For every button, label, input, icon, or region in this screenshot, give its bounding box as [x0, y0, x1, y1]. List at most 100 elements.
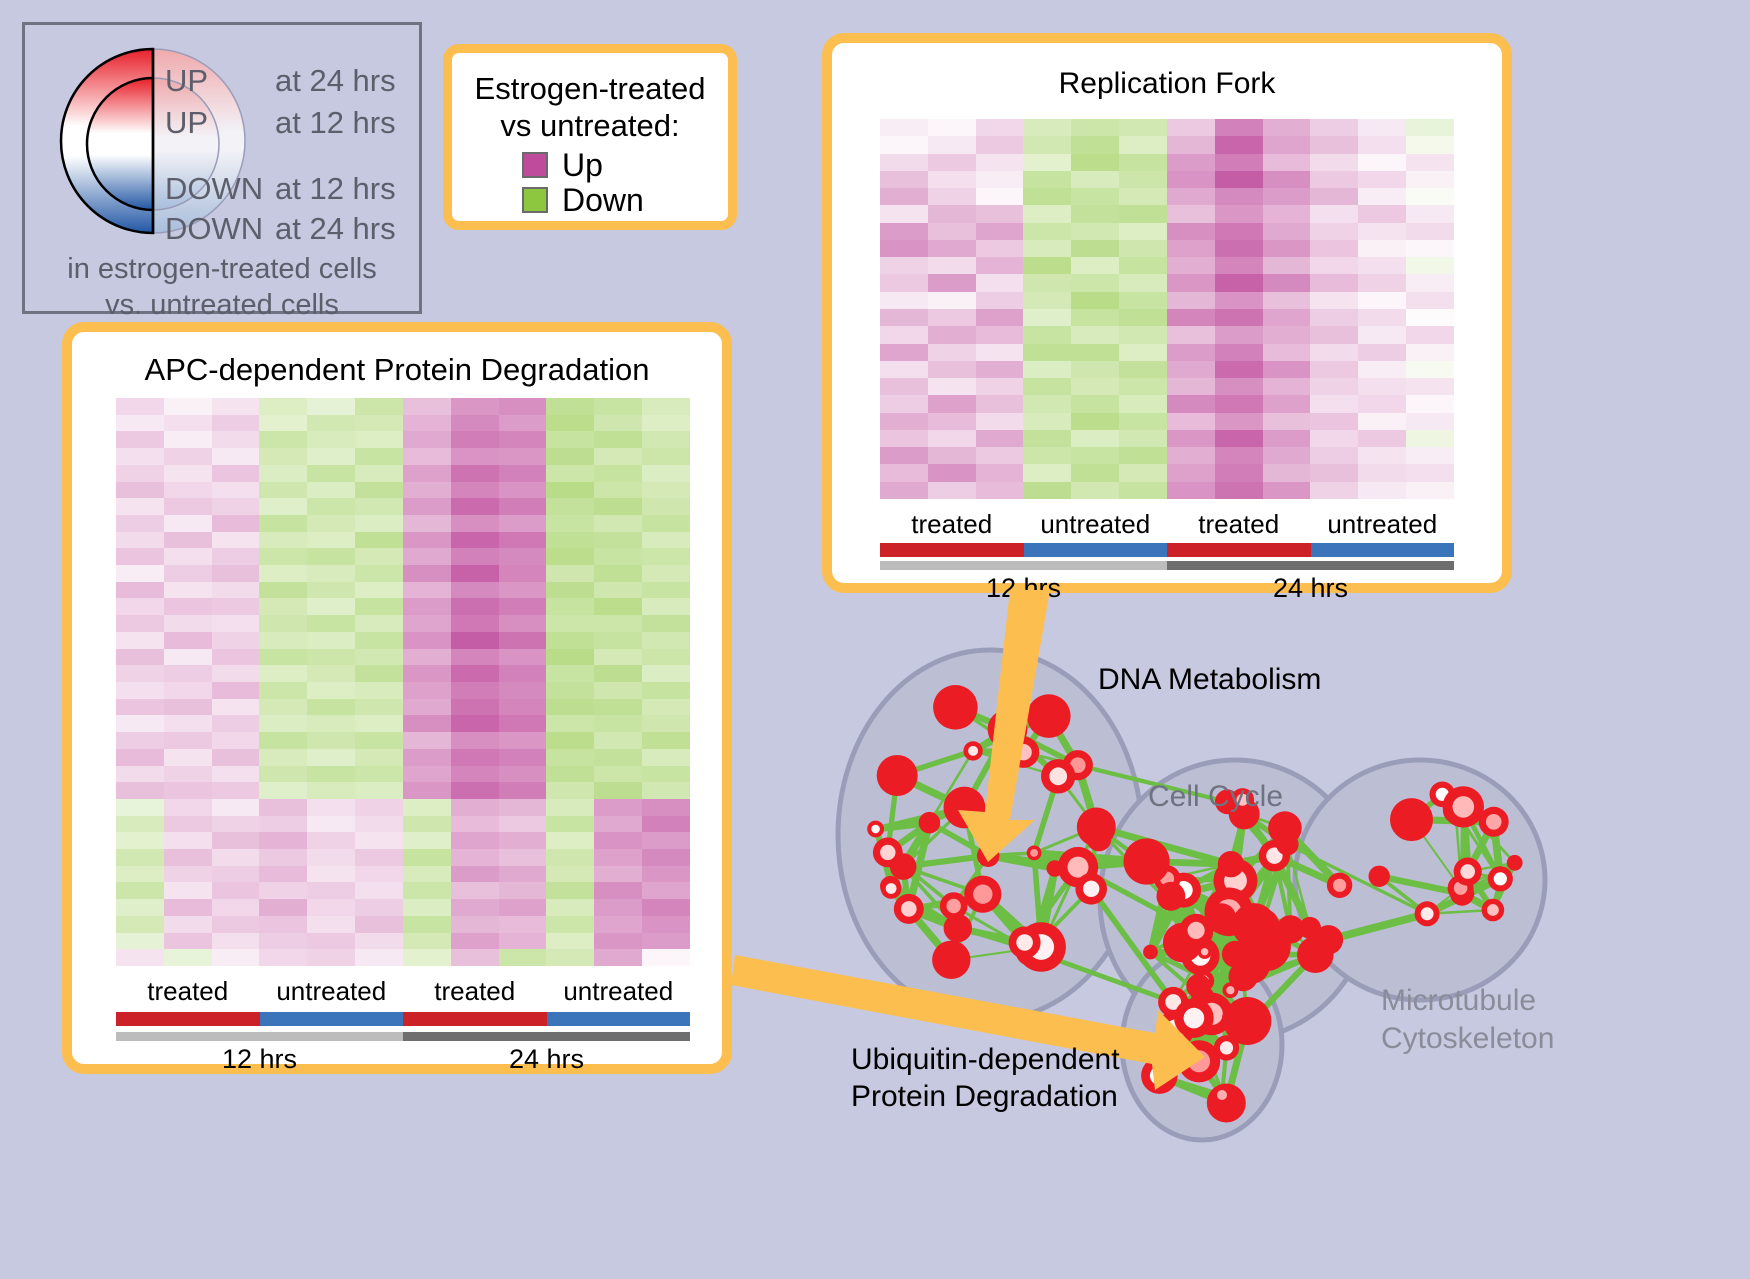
heatmap-cell [259, 414, 308, 432]
network-node [1326, 872, 1353, 898]
heatmap-cell [546, 698, 595, 716]
key-time-label: at 12 hrs [275, 171, 396, 206]
up-down-circle-icon [59, 47, 246, 235]
heatmap-cell [116, 464, 164, 482]
cluster-label-dna-metabolism: DNA Metabolism [1098, 663, 1322, 696]
heatmap-cell [642, 398, 690, 415]
heatmap-cell [594, 815, 643, 833]
cluster-label-protein-degradation: Protein Degradation [851, 1079, 1118, 1113]
heatmap-cell [498, 732, 547, 749]
heatmap-cell [1214, 188, 1263, 206]
heatmap-cell [1358, 464, 1407, 482]
heatmap-cell [402, 565, 451, 582]
heatmap-cell [259, 798, 308, 816]
key-row-down-24: DOWN at 24 hrs [165, 211, 396, 247]
sample-label: untreated [1040, 509, 1151, 539]
heatmap-cell [1071, 429, 1120, 448]
heatmap-cell [880, 429, 928, 448]
heatmap-cell [1023, 481, 1072, 499]
heatmap-cell [498, 414, 547, 432]
key-state-label: UP [165, 105, 209, 140]
heatmap-cell [1119, 257, 1167, 275]
heatmap-cell [546, 915, 595, 933]
heatmap-cell [594, 464, 643, 482]
heatmap-cell [498, 648, 547, 666]
time-label-row: 12 hrs 24 hrs [116, 1044, 690, 1075]
heatmap-cell [116, 915, 164, 933]
network-node [1230, 788, 1255, 812]
heatmap-cell [355, 698, 403, 716]
heatmap-cell [1262, 481, 1311, 499]
heatmap-cell [546, 815, 595, 833]
heatmap-cell [116, 815, 164, 833]
heatmap-cell [1166, 395, 1215, 413]
heatmap-cell [402, 598, 451, 616]
key-footer-line1: in estrogen-treated cells [67, 253, 377, 285]
heatmap-cell [116, 832, 164, 850]
network-node [1156, 881, 1186, 911]
heatmap-cell [402, 865, 451, 883]
heatmap-cell [1023, 153, 1072, 171]
network-node [943, 913, 972, 943]
heatmap-cell [259, 932, 308, 950]
heatmap-cell [402, 464, 451, 482]
heatmap-cell [450, 715, 499, 733]
heatmap-cell [546, 865, 595, 883]
panel-replication-fork: Replication Fork treated untreated treated… [822, 33, 1512, 603]
heatmap-cell [163, 815, 212, 833]
heatmap-cell [307, 899, 356, 916]
heatmap-cell [211, 882, 260, 900]
heatmap-cell [1358, 188, 1407, 206]
network-node [1143, 944, 1158, 960]
heatmap-cell [1071, 291, 1120, 309]
network-node [1223, 997, 1272, 1045]
heatmap-cell [211, 832, 260, 850]
heatmap-cell [1262, 170, 1311, 189]
heatmap-cell [498, 849, 547, 866]
heatmap-cell [1214, 464, 1263, 482]
heatmap-cell [880, 360, 928, 379]
sample-bar-segment [546, 1012, 690, 1026]
heatmap-cell [1310, 222, 1359, 240]
heatmap-cell [1071, 257, 1120, 275]
heatmap-cell [1262, 343, 1311, 361]
heatmap-cell [1310, 326, 1359, 344]
heatmap-cell [975, 326, 1024, 344]
heatmap-cell [1166, 170, 1215, 189]
heatmap-cell [450, 514, 499, 532]
heatmap-cell [880, 291, 928, 309]
heatmap-cell [1406, 222, 1454, 240]
heatmap-cell [450, 448, 499, 465]
heatmap-cell [116, 932, 164, 950]
network-node [1414, 901, 1440, 927]
heatmap-cell [1214, 274, 1263, 292]
heatmap-cell [116, 682, 164, 699]
heatmap-cell [594, 531, 643, 549]
heatmap-cell [498, 581, 547, 599]
heatmap-cell [1262, 222, 1311, 240]
heatmap-cell [259, 732, 308, 749]
network-node [933, 685, 978, 730]
heatmap-cell [642, 414, 690, 432]
key-footer-line2: vs. untreated cells [105, 289, 339, 322]
heatmap-cell [1166, 274, 1215, 292]
heatmap-cell [546, 949, 595, 966]
heatmap-cell [163, 915, 212, 933]
heatmap-cell [1071, 188, 1120, 206]
time-label: 12 hrs [221, 1044, 298, 1074]
heatmap-cell [642, 748, 690, 766]
heatmap-cell [498, 899, 547, 916]
heatmap-cell [546, 882, 595, 900]
network-node [1299, 916, 1321, 939]
legend-title-line2: vs untreated: [500, 107, 680, 143]
network-edge [1286, 843, 1312, 930]
heatmap-cell [259, 448, 308, 465]
heatmap-cell [1406, 188, 1454, 206]
heatmap-cell [975, 274, 1024, 292]
heatmap-cell [402, 665, 451, 682]
heatmap-cell [307, 531, 356, 549]
heatmap-cell [1071, 464, 1120, 482]
heatmap-cell [211, 949, 260, 966]
heatmap-cell [498, 548, 547, 566]
heatmap-cell [1358, 429, 1407, 448]
